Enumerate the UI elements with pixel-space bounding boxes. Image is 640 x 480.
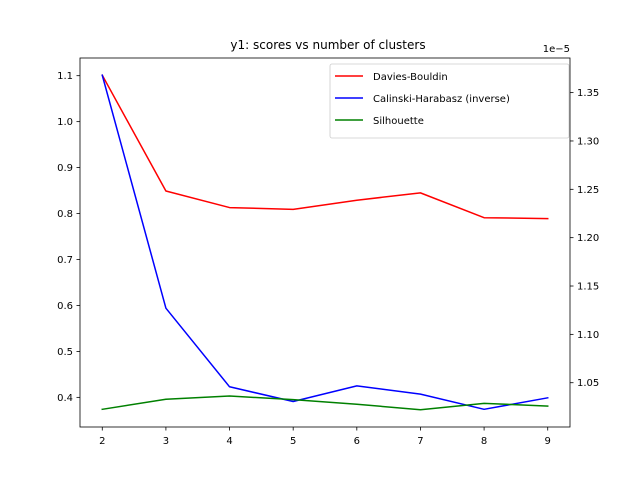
y-right-offset-label: 1e−5	[543, 44, 570, 55]
series-line-2	[101, 395, 549, 411]
x-tick-label: 9	[545, 436, 551, 447]
series-line-0	[101, 74, 549, 220]
y-right-tick-label: 1.30	[577, 136, 599, 147]
y-left-tick-label: 0.7	[57, 255, 73, 266]
y-right-tick-label: 1.05	[577, 378, 599, 389]
chart-title: y1: scores vs number of clusters	[230, 38, 425, 52]
x-tick-label: 8	[481, 436, 487, 447]
y-left-tick-label: 0.9	[57, 163, 73, 174]
y-left-tick-label: 0.8	[57, 209, 73, 220]
x-tick-label: 2	[99, 436, 105, 447]
x-tick-label: 3	[163, 436, 169, 447]
legend: Davies-Bouldin Calinski-Harabasz (inverse…	[329, 63, 570, 139]
y-right-tick-label: 1.10	[577, 330, 599, 341]
y-right-tick-label: 1.25	[577, 185, 599, 196]
x-tick-label: 6	[354, 436, 360, 447]
y-right-tick-label: 1.35	[577, 88, 599, 99]
x-tick-label: 5	[290, 436, 296, 447]
series-line-1	[101, 74, 549, 411]
y-right-tick-label: 1.15	[577, 282, 599, 293]
legend-label: Silhouette	[373, 116, 424, 127]
y-left-tick-label: 1.1	[57, 71, 73, 82]
x-tick-label: 7	[417, 436, 423, 447]
x-tick-label: 4	[226, 436, 232, 447]
legend-label: Davies-Bouldin	[373, 72, 448, 83]
y-left-tick-label: 1.0	[57, 117, 73, 128]
y-left-tick-label: 0.4	[57, 393, 73, 404]
axes-layer: 2 3 4 5 6 7 8 9 0.4 0.5 0.6 0.7 0.8 0.9 1.0 1.1 1.05 1.10…	[57, 44, 599, 447]
series-layer	[101, 74, 549, 411]
axes-frame	[79, 57, 571, 428]
y-left-tick-label: 0.5	[57, 347, 73, 358]
legend-box	[329, 63, 570, 139]
y-right-tick-label: 1.20	[577, 233, 599, 244]
y-left-tick-label: 0.6	[57, 301, 73, 312]
legend-label: Calinski-Harabasz (inverse)	[373, 94, 510, 105]
